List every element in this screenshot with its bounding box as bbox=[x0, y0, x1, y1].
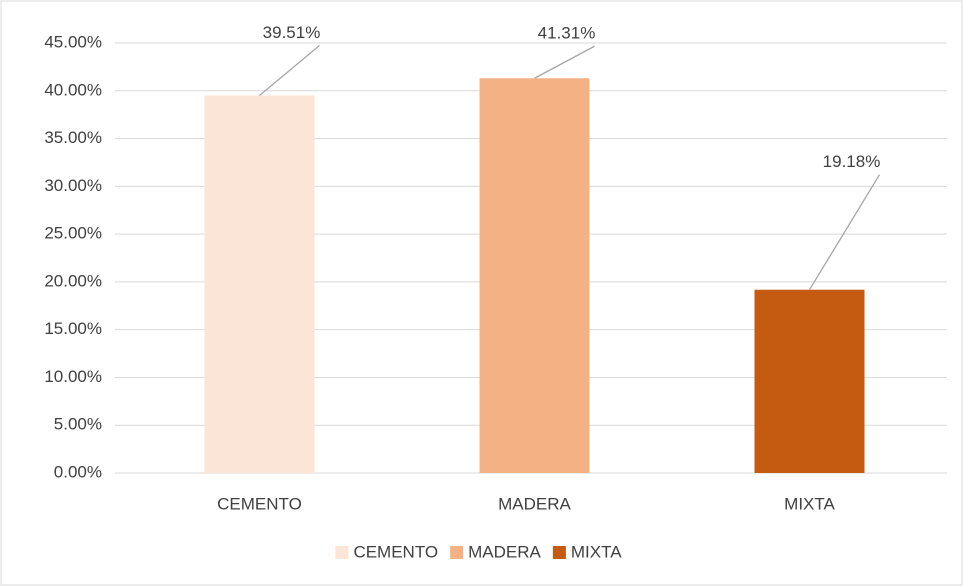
y-tick-label: 5.00% bbox=[54, 415, 102, 434]
bar bbox=[204, 95, 315, 474]
legend-label: MADERA bbox=[468, 542, 541, 561]
bar bbox=[754, 289, 865, 473]
x-tick-label: CEMENTO bbox=[217, 494, 302, 513]
data-label: 19.18% bbox=[823, 152, 881, 171]
y-tick-label: 35.00% bbox=[44, 128, 102, 147]
y-tick-label: 30.00% bbox=[44, 176, 102, 195]
legend-swatch bbox=[450, 546, 464, 559]
x-tick-label: MADERA bbox=[498, 494, 571, 513]
y-tick-label: 10.00% bbox=[44, 367, 102, 386]
legend-label: CEMENTO bbox=[353, 542, 438, 561]
bar bbox=[479, 78, 590, 473]
data-label: 41.31% bbox=[538, 24, 596, 43]
legend-swatch bbox=[552, 546, 566, 559]
leader-line bbox=[534, 45, 595, 79]
y-tick-label: 0.00% bbox=[54, 462, 102, 481]
y-tick-label: 40.00% bbox=[44, 80, 102, 99]
x-tick-label: MIXTA bbox=[784, 494, 835, 513]
y-tick-label: 25.00% bbox=[44, 224, 102, 243]
legend-label: MIXTA bbox=[571, 542, 622, 561]
legend-swatch bbox=[335, 546, 349, 559]
y-tick-label: 15.00% bbox=[44, 319, 102, 338]
y-tick-label: 20.00% bbox=[44, 271, 102, 290]
leader-line bbox=[259, 44, 320, 96]
data-label: 39.51% bbox=[263, 23, 321, 42]
leader-line bbox=[808, 174, 881, 291]
y-tick-label: 45.00% bbox=[44, 32, 102, 51]
